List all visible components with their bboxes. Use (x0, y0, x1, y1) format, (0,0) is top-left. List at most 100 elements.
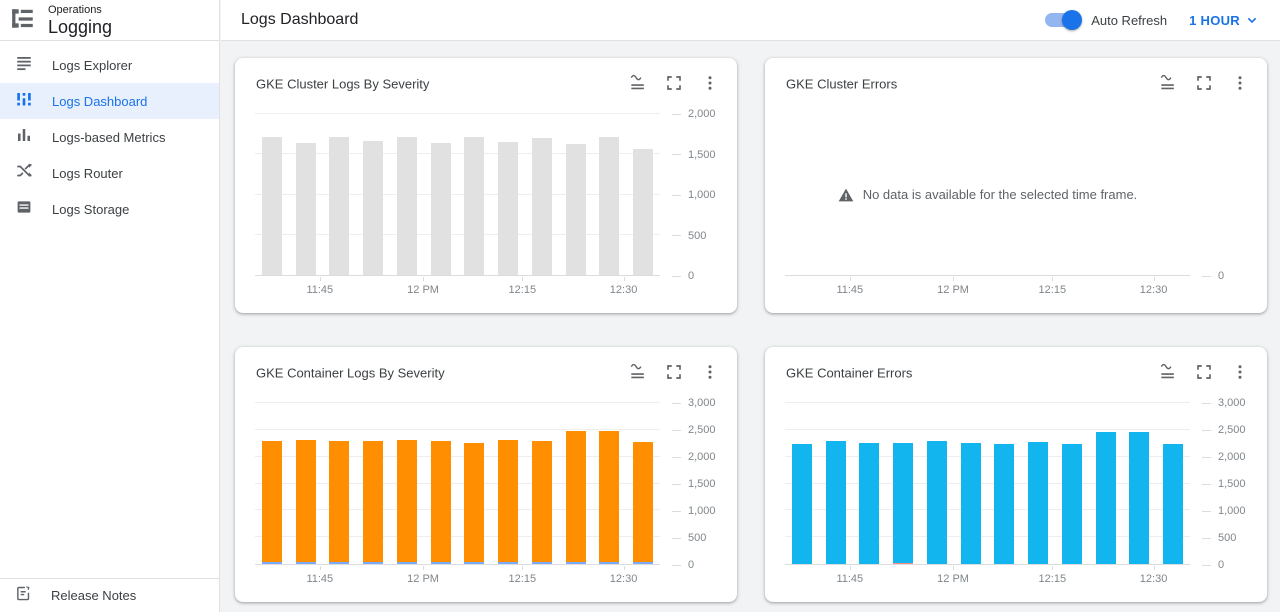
y-tick (1202, 564, 1211, 566)
view-in-metrics-explorer-icon[interactable] (1155, 359, 1181, 385)
bar[interactable] (565, 143, 586, 275)
bar[interactable] (791, 443, 812, 564)
bar[interactable] (329, 137, 350, 275)
sidebar-item-release-notes[interactable]: Release Notes (0, 578, 219, 612)
sidebar-item-logs-based-metrics[interactable]: Logs-based Metrics (0, 119, 219, 155)
chart-plot-area[interactable] (255, 402, 660, 565)
bar[interactable] (1163, 443, 1184, 564)
chart-plot-area[interactable]: No data is available for the selected ti… (785, 114, 1190, 276)
bar[interactable] (633, 148, 654, 275)
bar-group (785, 403, 1190, 564)
bar[interactable] (363, 141, 384, 275)
y-axis-label: 1,000 (672, 189, 716, 201)
bar[interactable] (295, 439, 316, 564)
more-vert-icon[interactable] (697, 70, 723, 96)
auto-refresh-toggle[interactable] (1045, 10, 1083, 30)
dashboard-grid: GKE Cluster Logs By Severity 0 500 1,000 1,… (221, 41, 1280, 612)
bar[interactable] (565, 431, 586, 564)
bar[interactable] (363, 440, 384, 564)
bar[interactable] (633, 441, 654, 564)
bar[interactable] (994, 443, 1015, 564)
fullscreen-icon[interactable] (661, 70, 687, 96)
bar[interactable] (859, 442, 880, 564)
toggle-knob (1062, 10, 1083, 30)
bar-segment-logs (498, 142, 519, 275)
bar[interactable] (464, 442, 485, 564)
x-axis-label: 12:15 (1038, 284, 1067, 296)
gridline (255, 509, 660, 511)
fullscreen-icon[interactable] (661, 359, 687, 385)
product-logo[interactable]: Operations Logging (0, 0, 219, 41)
bar-segment-errors-main (926, 440, 947, 564)
bar[interactable] (960, 443, 981, 564)
sidebar-item-logs-router[interactable]: Logs Router (0, 155, 219, 191)
x-axis-label: 12:30 (609, 573, 638, 585)
bar[interactable] (464, 137, 485, 275)
bar[interactable] (1061, 443, 1082, 564)
bar-segment-errors-main (1163, 443, 1184, 564)
chart-title: GKE Container Logs By Severity (256, 365, 445, 381)
x-axis-label: 12:30 (609, 284, 638, 296)
chevron-down-icon (1244, 12, 1260, 28)
bar[interactable] (1095, 432, 1116, 564)
chart-card-gke-container-errors: GKE Container Errors 0 500 1,000 1,500 2,000… (765, 347, 1267, 602)
time-range-value: 1 HOUR (1189, 12, 1240, 28)
more-vert-icon[interactable] (1227, 70, 1253, 96)
bar[interactable] (396, 137, 417, 275)
sidebar-item-logs-explorer[interactable]: Logs Explorer (0, 47, 219, 83)
chart-card-gke-cluster-logs-by-severity: GKE Cluster Logs By Severity 0 500 1,000 1,… (235, 58, 737, 313)
chart-plot-area[interactable] (785, 402, 1190, 565)
sidebar-item-logs-dashboard[interactable]: Logs Dashboard (0, 83, 219, 119)
bar-segment-errors-main (1129, 432, 1150, 564)
x-tick (1052, 566, 1054, 570)
bar[interactable] (1129, 432, 1150, 564)
chart-title: GKE Container Errors (786, 365, 913, 381)
view-in-metrics-explorer-icon[interactable] (625, 70, 651, 96)
time-range-dropdown[interactable]: 1 HOUR (1189, 12, 1260, 28)
bar[interactable] (498, 440, 519, 564)
chart-plot-area[interactable] (255, 113, 660, 276)
bar-segment-logs (363, 141, 384, 275)
fullscreen-icon[interactable] (1191, 359, 1217, 385)
bar-segment-severity-base (498, 561, 519, 564)
bar[interactable] (498, 142, 519, 275)
more-vert-icon[interactable] (697, 359, 723, 385)
y-tick (1202, 483, 1211, 485)
bar-segment-severity-base (565, 561, 586, 564)
bar[interactable] (261, 137, 282, 275)
bar[interactable] (599, 137, 620, 275)
gridline (255, 428, 660, 430)
gridline (255, 193, 660, 195)
bar[interactable] (396, 439, 417, 564)
x-tick (423, 566, 425, 570)
bar[interactable] (599, 431, 620, 564)
bar[interactable] (261, 441, 282, 564)
view-in-metrics-explorer-icon[interactable] (1155, 70, 1181, 96)
bar[interactable] (825, 440, 846, 564)
bar[interactable] (430, 441, 451, 564)
bar-segment-severity-base (430, 561, 451, 564)
bar[interactable] (893, 442, 914, 564)
bar[interactable] (1028, 441, 1049, 564)
bar[interactable] (329, 440, 350, 564)
bar-group (255, 403, 660, 564)
y-tick (672, 429, 681, 431)
y-tick (1202, 456, 1211, 458)
fullscreen-icon[interactable] (1191, 70, 1217, 96)
bar-segment-severity-base (599, 561, 620, 564)
logs-explorer-icon (15, 54, 33, 77)
bar[interactable] (531, 137, 552, 275)
bar[interactable] (926, 440, 947, 564)
bar[interactable] (531, 441, 552, 564)
bar[interactable] (430, 143, 451, 275)
view-in-metrics-explorer-icon[interactable] (625, 359, 651, 385)
y-axis-labels: 0 500 1,000 1,500 2,000 (672, 108, 734, 282)
bar[interactable] (295, 142, 316, 275)
x-axis-label: 12 PM (937, 284, 969, 296)
sidebar-item-logs-storage[interactable]: Logs Storage (0, 191, 219, 227)
y-tick (672, 483, 681, 485)
x-axis-labels: 11:45 12 PM 12:15 12:30 (255, 565, 660, 591)
bar-segment-errors-main (791, 443, 812, 564)
more-vert-icon[interactable] (1227, 359, 1253, 385)
bar-segment-severity-main (565, 431, 586, 562)
